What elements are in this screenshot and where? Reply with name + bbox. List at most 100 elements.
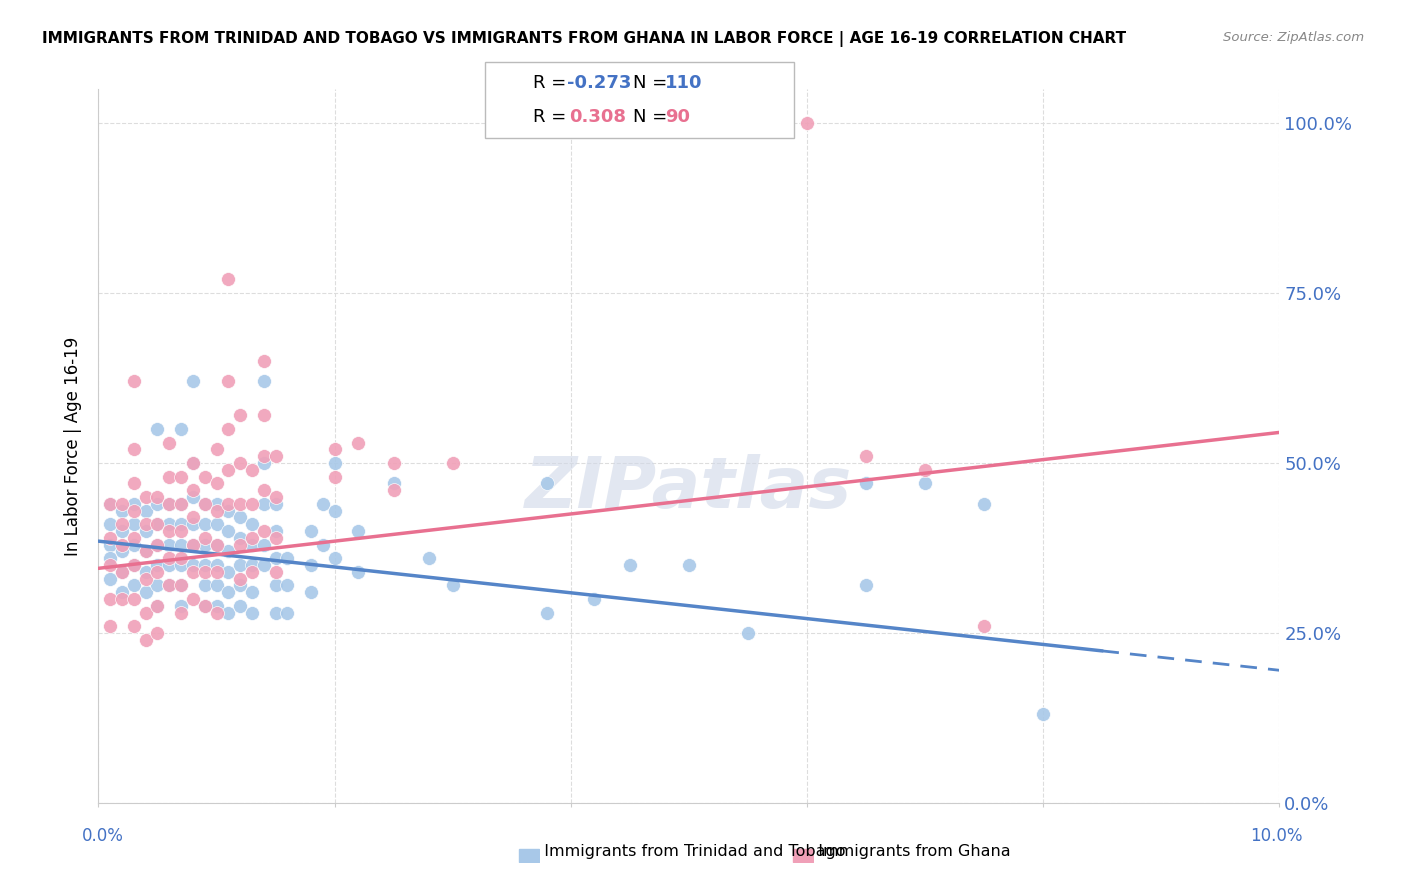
Point — [347, 524, 370, 538]
Point — [382, 483, 405, 498]
Point — [1032, 707, 1054, 722]
Point — [98, 497, 121, 511]
Y-axis label: In Labor Force | Age 16-19: In Labor Force | Age 16-19 — [65, 336, 83, 556]
Point — [98, 531, 121, 545]
Point — [146, 422, 169, 436]
Point — [253, 497, 276, 511]
Point — [157, 551, 180, 566]
Point — [181, 510, 204, 524]
Point — [111, 497, 134, 511]
Point — [181, 456, 204, 470]
Point — [170, 497, 193, 511]
Point — [135, 490, 157, 504]
Point — [264, 449, 287, 463]
Text: N =: N = — [633, 74, 672, 92]
Point — [229, 578, 252, 592]
Point — [122, 591, 145, 606]
Point — [135, 503, 157, 517]
Point — [217, 544, 239, 558]
Point — [217, 524, 239, 538]
Text: R =: R = — [533, 108, 578, 126]
Point — [122, 517, 145, 532]
Point — [323, 551, 346, 566]
Point — [135, 544, 157, 558]
Point — [194, 531, 217, 545]
Text: -0.273: -0.273 — [567, 74, 631, 92]
Point — [157, 578, 180, 592]
Point — [122, 578, 145, 592]
Point — [619, 558, 641, 572]
Text: 0.0%: 0.0% — [82, 827, 124, 845]
Point — [973, 619, 995, 633]
Point — [122, 442, 145, 457]
Point — [229, 409, 252, 423]
Point — [229, 572, 252, 586]
Point — [98, 551, 121, 566]
Text: IMMIGRANTS FROM TRINIDAD AND TOBAGO VS IMMIGRANTS FROM GHANA IN LABOR FORCE | AG: IMMIGRANTS FROM TRINIDAD AND TOBAGO VS I… — [42, 31, 1126, 47]
Point — [181, 558, 204, 572]
Point — [194, 497, 217, 511]
Point — [264, 551, 287, 566]
Point — [146, 599, 169, 613]
Point — [194, 537, 217, 551]
Point — [146, 626, 169, 640]
Point — [122, 375, 145, 389]
Point — [181, 537, 204, 551]
Point — [111, 565, 134, 579]
Point — [205, 497, 228, 511]
Text: N =: N = — [633, 108, 672, 126]
Point — [217, 565, 239, 579]
Point — [146, 578, 169, 592]
Point — [205, 476, 228, 491]
Text: Immigrants from Ghana: Immigrants from Ghana — [808, 845, 1011, 859]
Point — [111, 537, 134, 551]
Point — [217, 585, 239, 599]
Point — [181, 537, 204, 551]
Point — [135, 632, 157, 647]
Point — [229, 599, 252, 613]
Point — [194, 578, 217, 592]
Point — [264, 490, 287, 504]
Point — [135, 585, 157, 599]
Point — [111, 585, 134, 599]
Point — [181, 591, 204, 606]
Point — [170, 537, 193, 551]
Point — [253, 354, 276, 368]
Point — [217, 375, 239, 389]
Point — [299, 558, 322, 572]
Point — [170, 578, 193, 592]
Point — [240, 585, 263, 599]
Point — [205, 578, 228, 592]
Point — [536, 476, 558, 491]
Point — [240, 537, 263, 551]
Point — [135, 544, 157, 558]
Point — [312, 497, 335, 511]
Point — [323, 469, 346, 483]
Text: ZIPatlas: ZIPatlas — [526, 454, 852, 524]
Point — [146, 599, 169, 613]
Point — [264, 606, 287, 620]
Point — [229, 531, 252, 545]
Point — [382, 456, 405, 470]
Point — [157, 558, 180, 572]
Point — [157, 578, 180, 592]
Point — [157, 497, 180, 511]
Point — [240, 497, 263, 511]
Point — [194, 565, 217, 579]
Point — [194, 497, 217, 511]
Point — [111, 524, 134, 538]
Point — [170, 606, 193, 620]
Point — [240, 606, 263, 620]
Point — [98, 537, 121, 551]
Point — [217, 272, 239, 286]
Point — [157, 524, 180, 538]
Point — [205, 537, 228, 551]
Point — [205, 606, 228, 620]
Point — [276, 551, 298, 566]
Point — [111, 544, 134, 558]
Point — [253, 449, 276, 463]
Point — [205, 599, 228, 613]
Point — [253, 483, 276, 498]
Point — [205, 442, 228, 457]
Point — [678, 558, 700, 572]
